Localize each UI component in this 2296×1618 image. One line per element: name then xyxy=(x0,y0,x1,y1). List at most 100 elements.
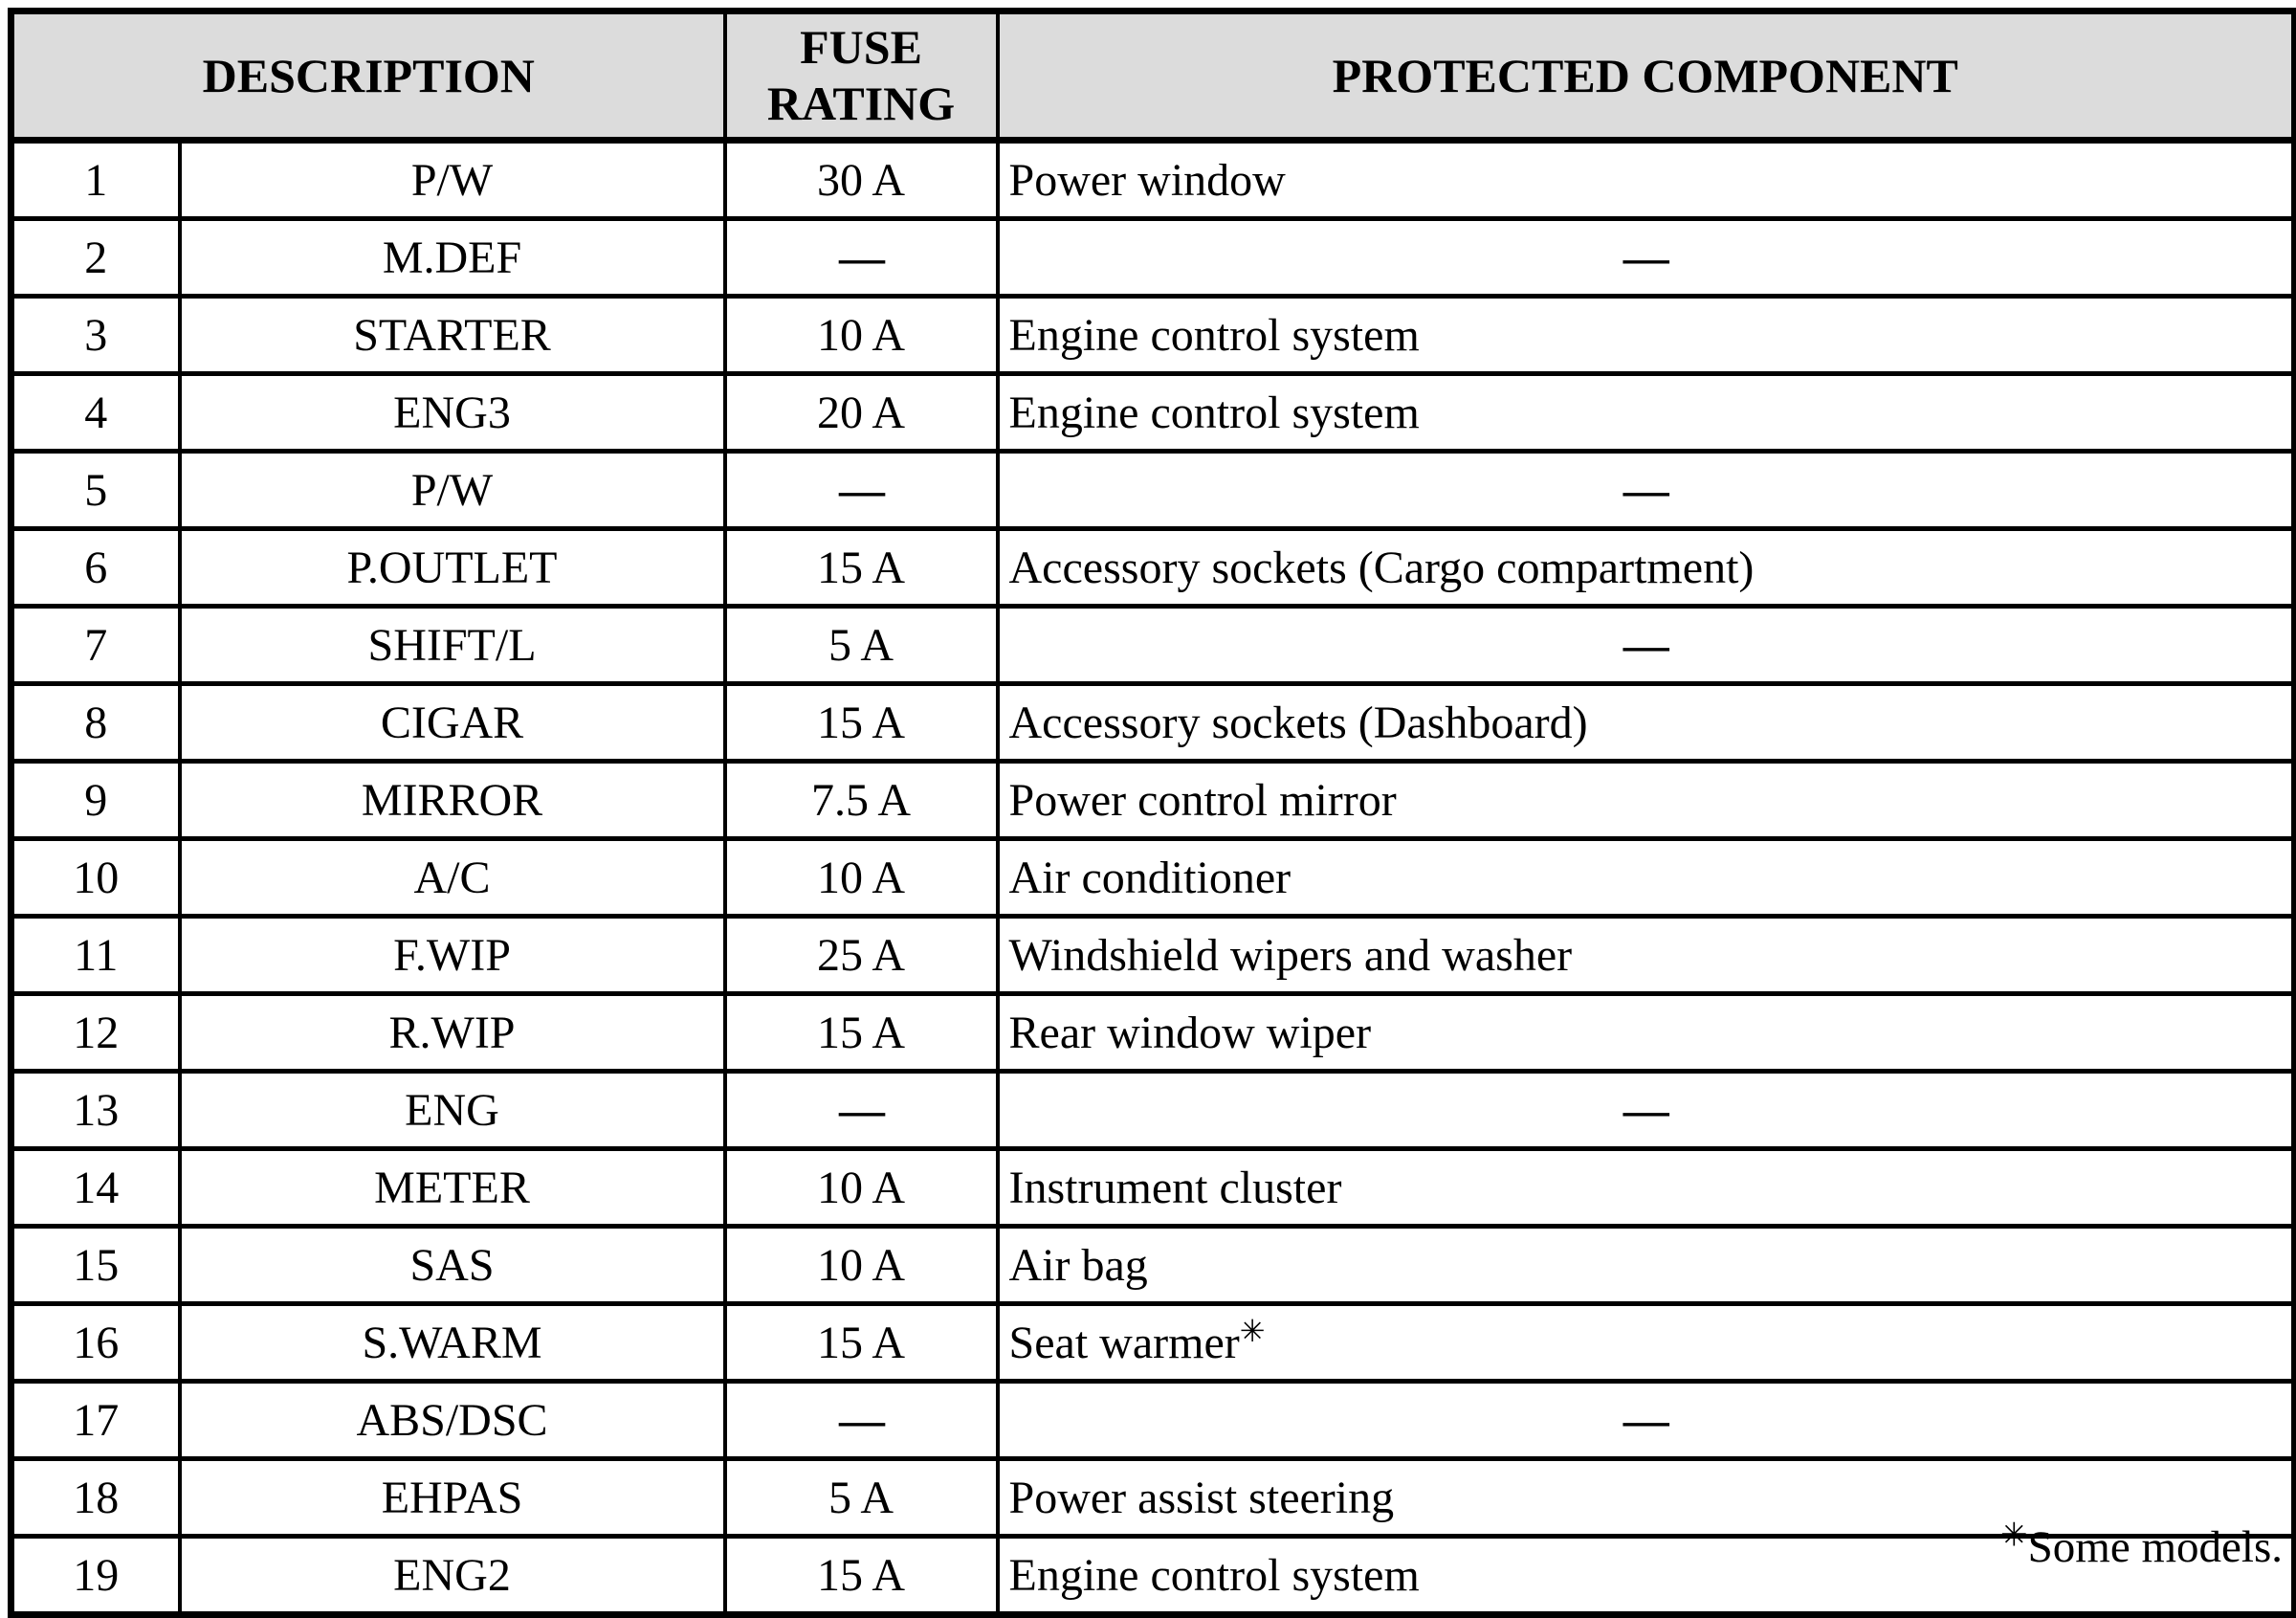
fuse-rating-cell: 5 A xyxy=(722,1456,1000,1539)
fuse-number-cell: 19 xyxy=(9,1534,182,1617)
fuse-number-cell: 8 xyxy=(9,681,182,764)
fuse-number-cell: 12 xyxy=(9,991,182,1074)
fuse-label-cell: S.WARM xyxy=(177,1301,727,1384)
fuse-label-cell: P/W xyxy=(177,449,727,531)
asterisk-note-icon: ✳ xyxy=(1239,1312,1266,1349)
fuse-label-cell: ABS/DSC xyxy=(177,1379,727,1461)
fuse-table-page: DESCRIPTION FUSE RATING PROTECTED COMPON… xyxy=(8,8,2296,1618)
fuse-number-cell: 16 xyxy=(9,1301,182,1384)
table-row: 3 STARTER 10 A Engine control system xyxy=(9,294,2296,376)
table-row: 2 M.DEF — — xyxy=(9,216,2296,299)
fuse-number-cell: 11 xyxy=(9,914,182,996)
fuse-rating-cell: 10 A xyxy=(722,294,1000,376)
fuse-rating-cell: 15 A xyxy=(722,526,1000,609)
fuse-rating-cell: 15 A xyxy=(722,991,1000,1074)
manual-page: { "colors": { "page_bg": "#ffffff", "hea… xyxy=(8,8,2296,1618)
protected-component-cell: Accessory sockets (Dashboard) xyxy=(995,681,2296,764)
protected-component-cell: Engine control system xyxy=(995,294,2296,376)
fuse-rating-cell: 15 A xyxy=(722,681,1000,764)
footnote-text: Some models. xyxy=(2027,1522,2283,1572)
table-row: 9 MIRROR 7.5 A Power control mirror xyxy=(9,759,2296,841)
column-header-fuse-rating: FUSE RATING xyxy=(722,9,1000,144)
fuse-label-cell: F.WIP xyxy=(177,914,727,996)
asterisk-note-icon: ✳ xyxy=(2000,1516,2028,1555)
table-row: 1 P/W 30 A Power window xyxy=(9,138,2296,221)
table-row: 16 S.WARM 15 A Seat warmer✳ xyxy=(9,1301,2296,1384)
fuse-number-cell: 18 xyxy=(9,1456,182,1539)
protected-component-cell: Windshield wipers and washer xyxy=(995,914,2296,996)
fuse-label-cell: M.DEF xyxy=(177,216,727,299)
table-row: 14 METER 10 A Instrument cluster xyxy=(9,1146,2296,1229)
fuse-label-cell: MIRROR xyxy=(177,759,727,841)
protected-component-cell: Engine control system xyxy=(995,371,2296,454)
fuse-rating-table: DESCRIPTION FUSE RATING PROTECTED COMPON… xyxy=(8,8,2296,1618)
protected-component-cell: — xyxy=(995,449,2296,531)
protected-component-cell: — xyxy=(995,1379,2296,1461)
fuse-number-cell: 5 xyxy=(9,449,182,531)
table-row: 12 R.WIP 15 A Rear window wiper xyxy=(9,991,2296,1074)
protected-component-cell: Air conditioner xyxy=(995,836,2296,919)
table-row: 13 ENG — — xyxy=(9,1069,2296,1151)
column-header-description: DESCRIPTION xyxy=(9,9,727,144)
fuse-label-cell: R.WIP xyxy=(177,991,727,1074)
fuse-label-cell: CIGAR xyxy=(177,681,727,764)
table-row: 15 SAS 10 A Air bag xyxy=(9,1224,2296,1306)
fuse-number-cell: 3 xyxy=(9,294,182,376)
protected-component-cell: Air bag xyxy=(995,1224,2296,1306)
protected-component-cell: Power window xyxy=(995,138,2296,221)
protected-component-cell: Power control mirror xyxy=(995,759,2296,841)
fuse-number-cell: 7 xyxy=(9,604,182,686)
fuse-rating-cell: — xyxy=(722,1069,1000,1151)
protected-component-cell: Rear window wiper xyxy=(995,991,2296,1074)
table-row: 8 CIGAR 15 A Accessory sockets (Dashboar… xyxy=(9,681,2296,764)
table-row: 18 EHPAS 5 A Power assist steering xyxy=(9,1456,2296,1539)
fuse-label-cell: EHPAS xyxy=(177,1456,727,1539)
fuse-label-cell: P/W xyxy=(177,138,727,221)
fuse-label-cell: METER xyxy=(177,1146,727,1229)
table-row: 10 A/C 10 A Air conditioner xyxy=(9,836,2296,919)
fuse-rating-cell: 30 A xyxy=(722,138,1000,221)
fuse-number-cell: 1 xyxy=(9,138,182,221)
table-row: 17 ABS/DSC — — xyxy=(9,1379,2296,1461)
protected-component-cell: Accessory sockets (Cargo compartment) xyxy=(995,526,2296,609)
fuse-label-cell: ENG3 xyxy=(177,371,727,454)
table-row: 11 F.WIP 25 A Windshield wipers and wash… xyxy=(9,914,2296,996)
protected-component-cell: — xyxy=(995,604,2296,686)
table-row: 7 SHIFT/L 5 A — xyxy=(9,604,2296,686)
table-row: 19 ENG2 15 A Engine control system xyxy=(9,1534,2296,1617)
protected-component-cell: — xyxy=(995,1069,2296,1151)
fuse-number-cell: 6 xyxy=(9,526,182,609)
fuse-rating-cell: 7.5 A xyxy=(722,759,1000,841)
fuse-label-cell: ENG2 xyxy=(177,1534,727,1617)
fuse-rating-cell: 10 A xyxy=(722,836,1000,919)
protected-component-cell: Seat warmer✳ xyxy=(995,1301,2296,1384)
fuse-number-cell: 10 xyxy=(9,836,182,919)
table-row: 4 ENG3 20 A Engine control system xyxy=(9,371,2296,454)
fuse-number-cell: 15 xyxy=(9,1224,182,1306)
fuse-rating-cell: — xyxy=(722,449,1000,531)
fuse-rating-cell: 15 A xyxy=(722,1301,1000,1384)
fuse-rating-cell: 25 A xyxy=(722,914,1000,996)
fuse-rating-cell: 10 A xyxy=(722,1146,1000,1229)
fuse-number-cell: 17 xyxy=(9,1379,182,1461)
fuse-label-cell: ENG xyxy=(177,1069,727,1151)
fuse-label-cell: SAS xyxy=(177,1224,727,1306)
fuse-label-cell: STARTER xyxy=(177,294,727,376)
table-row: 5 P/W — — xyxy=(9,449,2296,531)
fuse-number-cell: 9 xyxy=(9,759,182,841)
protected-component-cell: Power assist steering xyxy=(995,1456,2296,1539)
fuse-rating-cell: 5 A xyxy=(722,604,1000,686)
fuse-number-cell: 4 xyxy=(9,371,182,454)
fuse-rating-cell: 15 A xyxy=(722,1534,1000,1617)
fuse-number-cell: 14 xyxy=(9,1146,182,1229)
fuse-number-cell: 2 xyxy=(9,216,182,299)
fuse-label-cell: P.OUTLET xyxy=(177,526,727,609)
protected-component-cell: Instrument cluster xyxy=(995,1146,2296,1229)
fuse-rating-cell: 20 A xyxy=(722,371,1000,454)
footnote: ✳Some models. xyxy=(2000,1518,2283,1573)
fuse-rating-cell: — xyxy=(722,1379,1000,1461)
header-row: DESCRIPTION FUSE RATING PROTECTED COMPON… xyxy=(9,9,2296,144)
table-row: 6 P.OUTLET 15 A Accessory sockets (Cargo… xyxy=(9,526,2296,609)
column-header-protected-component: PROTECTED COMPONENT xyxy=(995,9,2296,144)
protected-component-cell: — xyxy=(995,216,2296,299)
